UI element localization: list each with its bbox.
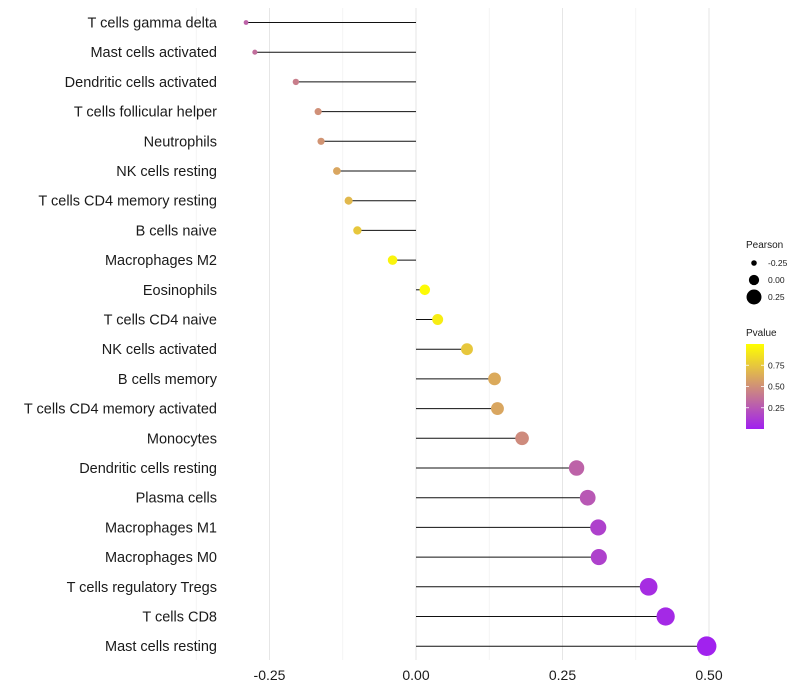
data-point	[488, 372, 501, 386]
x-tick-label: 0.50	[695, 667, 722, 683]
data-point	[344, 196, 353, 205]
category-label: T cells CD4 memory resting	[38, 194, 217, 210]
color-bar	[746, 344, 764, 429]
lollipop-points	[243, 20, 717, 656]
color-legend-ticks: 0.75 0.50 0.25	[746, 360, 785, 413]
category-label: T cells CD8	[142, 610, 217, 626]
category-label: T cells gamma delta	[88, 16, 218, 32]
data-point	[292, 78, 300, 86]
category-label: T cells follicular helper	[74, 105, 217, 121]
lollipop-stems	[246, 22, 707, 647]
size-legend: -0.25 0.00 0.25	[746, 258, 788, 305]
category-label: Dendritic cells activated	[65, 75, 217, 91]
data-point	[333, 167, 341, 175]
data-point	[432, 314, 444, 325]
category-label: Macrophages M0	[105, 550, 217, 566]
color-legend-label: 0.75	[768, 360, 785, 370]
legend-size-title: Pearson	[746, 240, 783, 251]
data-point	[317, 137, 325, 145]
size-legend-label: -0.25	[768, 258, 788, 268]
color-legend-label: 0.50	[768, 382, 785, 392]
category-label: Plasma cells	[136, 491, 217, 507]
x-tick-label: -0.25	[254, 667, 286, 683]
data-point	[568, 460, 585, 476]
category-label: NK cells resting	[116, 164, 217, 180]
legend-color-title: Pvalue	[746, 328, 777, 339]
size-legend-dot	[748, 274, 760, 286]
x-axis-ticks: -0.25 0.00 0.25 0.50	[254, 667, 723, 683]
category-label: Dendritic cells resting	[79, 461, 217, 477]
data-point	[419, 284, 431, 296]
data-point	[461, 343, 473, 356]
data-point	[515, 431, 529, 446]
data-point	[590, 519, 607, 536]
data-point	[491, 402, 504, 416]
category-label: Macrophages M2	[105, 253, 217, 269]
gridlines	[195, 8, 710, 660]
category-label: Macrophages M1	[105, 520, 217, 536]
category-label: Monocytes	[147, 431, 217, 447]
legend: Pearson -0.25 0.00 0.25 Pvalue 0.75 0.50 0.2…	[746, 240, 788, 429]
category-label: T cells CD4 naive	[104, 313, 217, 329]
category-label: Mast cells activated	[90, 45, 217, 61]
data-point	[696, 636, 717, 656]
data-point	[387, 255, 398, 265]
category-label: Neutrophils	[144, 134, 217, 150]
x-tick-label: 0.25	[549, 667, 576, 683]
data-point	[656, 607, 675, 626]
category-label: T cells regulatory Tregs	[67, 580, 217, 596]
category-label: Mast cells resting	[105, 639, 217, 655]
data-point	[252, 49, 258, 55]
category-label: Eosinophils	[143, 283, 217, 299]
data-point	[639, 577, 658, 596]
category-label: B cells naive	[136, 223, 217, 239]
data-point	[579, 489, 596, 506]
category-label: B cells memory	[118, 372, 218, 388]
color-legend-label: 0.25	[768, 403, 785, 413]
data-point	[590, 549, 607, 566]
category-labels: T cells gamma delta Mast cells activated D…	[24, 16, 218, 656]
data-point	[353, 226, 362, 235]
size-legend-dot	[746, 289, 762, 305]
x-tick-label: 0.00	[402, 667, 429, 683]
size-legend-dot	[751, 260, 757, 266]
category-label: T cells CD4 memory activated	[24, 402, 217, 418]
data-point	[314, 108, 322, 116]
size-legend-label: 0.25	[768, 292, 785, 302]
size-legend-label: 0.00	[768, 275, 785, 285]
data-point	[243, 20, 249, 25]
category-label: NK cells activated	[102, 342, 217, 358]
